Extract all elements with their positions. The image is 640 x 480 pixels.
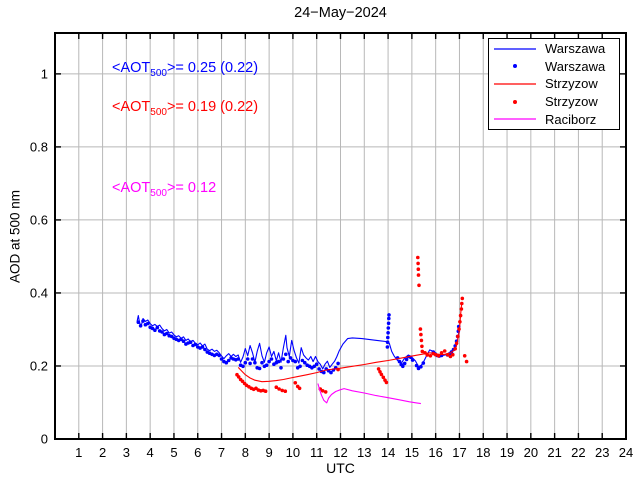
x-tick-label: 13	[357, 445, 371, 460]
x-tick-label: 24	[619, 445, 633, 460]
aot-text: <AOT	[112, 60, 151, 76]
series-points-strzyzow	[235, 255, 469, 394]
x-tick-label: 14	[381, 445, 395, 460]
aot-annotation-strzyzow: <AOT500>= 0.19 (0.22)	[112, 99, 258, 118]
aot-value: >= 0.25 (0.22)	[166, 60, 259, 76]
y-tick-label: 0.4	[30, 285, 48, 300]
legend-entry-strzyzow-dots: Strzyzow	[492, 93, 616, 110]
x-tick-label: 22	[571, 445, 585, 460]
aot-value: >= 0.12	[166, 180, 217, 196]
x-tick-label: 16	[428, 445, 442, 460]
aot-annotation-warszawa: <AOT500>= 0.25 (0.22)	[112, 60, 258, 79]
legend-label: Strzyzow	[545, 94, 598, 110]
x-tick-label: 12	[333, 445, 347, 460]
line-marker-icon	[494, 83, 536, 85]
chart-title: 24−May−2024	[294, 5, 387, 21]
x-tick-label: 19	[500, 445, 514, 460]
x-tick-label: 18	[476, 445, 490, 460]
aot-value: >= 0.19 (0.22)	[166, 99, 259, 115]
legend-entry-raciborz-line: Raciborz	[492, 111, 616, 128]
y-axis-label: AOD at 500 nm	[7, 189, 23, 284]
x-tick-label: 3	[123, 445, 130, 460]
x-tick-label: 7	[218, 445, 225, 460]
aot-annotation-raciborz: <AOT500>= 0.12	[112, 180, 216, 199]
legend-label: Warszawa	[545, 41, 606, 57]
x-tick-label: 8	[242, 445, 249, 460]
x-tick-label: 21	[547, 445, 561, 460]
x-tick-label: 15	[405, 445, 419, 460]
aot-text: <AOT	[112, 180, 151, 196]
x-tick-label: 5	[170, 445, 177, 460]
legend-label: Raciborz	[545, 111, 597, 127]
x-tick-label: 17	[452, 445, 466, 460]
legend-entry-strzyzow-line: Strzyzow	[492, 75, 616, 92]
y-tick-label: 0.6	[30, 212, 48, 227]
x-tick-label: 6	[194, 445, 201, 460]
legend-entry-warszawa-dots: Warszawa	[492, 58, 616, 75]
series-line-strzyzow	[237, 302, 463, 383]
line-marker-icon	[494, 118, 536, 120]
legend-label: Strzyzow	[545, 76, 598, 92]
x-tick-label: 4	[147, 445, 154, 460]
aot-text: <AOT	[112, 99, 151, 115]
y-tick-label: 0	[41, 432, 48, 447]
series-line-warszawa	[136, 315, 460, 370]
x-tick-label: 9	[266, 445, 273, 460]
legend-entry-warszawa-line: Warszawa	[492, 40, 616, 57]
x-tick-label: 20	[524, 445, 538, 460]
x-tick-label: 1	[75, 445, 82, 460]
series-line-raciborz	[317, 383, 421, 405]
y-tick-label: 0.2	[30, 358, 48, 373]
aot-subscript: 500	[150, 187, 167, 199]
x-tick-label: 2	[99, 445, 106, 460]
x-tick-label: 23	[595, 445, 609, 460]
y-tick-label: 1	[41, 66, 48, 81]
legend-label: Warszawa	[545, 58, 606, 74]
x-tick-label: 10	[286, 445, 300, 460]
x-axis-label: UTC	[326, 460, 355, 476]
dot-marker-icon	[513, 99, 517, 104]
line-marker-icon	[494, 48, 536, 50]
x-tick-label: 11	[310, 445, 324, 460]
aot-subscript: 500	[150, 67, 167, 79]
aot-subscript: 500	[150, 106, 167, 118]
legend: Warszawa Warszawa Strzyzow Strzyzow Raci…	[488, 38, 620, 130]
y-tick-label: 0.8	[30, 139, 48, 154]
dot-marker-icon	[513, 64, 517, 69]
